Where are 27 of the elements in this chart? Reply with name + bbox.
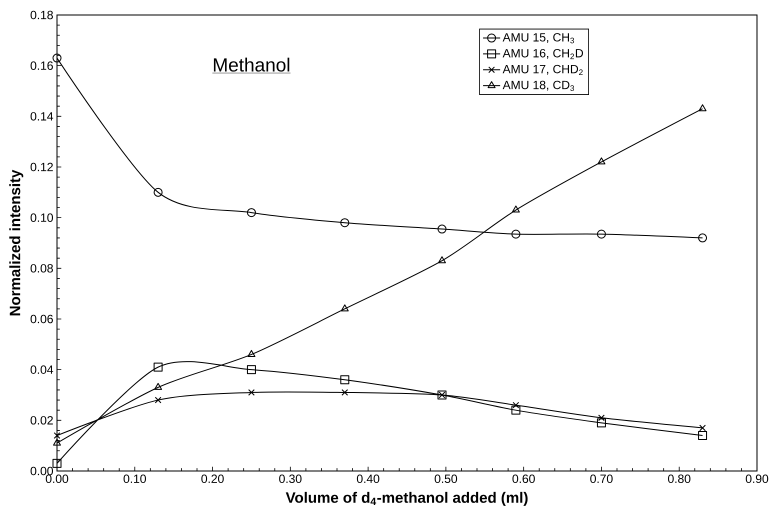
legend-label: AMU 16, CH$_{2}$D xyxy=(502,48,584,60)
x-axis-title: Volume of d$_{4}$-methanol added (ml) xyxy=(286,492,528,506)
legend-label: AMU 15, CH$_{3}$ xyxy=(502,33,574,44)
x-tick-label: 0.20 xyxy=(201,474,224,484)
legend-label: AMU 17, CHD$_{2}$ xyxy=(502,64,583,76)
x-tick-label: 0.10 xyxy=(124,474,146,484)
y-axis-title: Normalized intensity xyxy=(9,170,24,316)
y-tick-label: 0.06 xyxy=(30,314,53,324)
y-tick-label: 0.18 xyxy=(30,10,53,20)
x-tick-label: 0.60 xyxy=(512,474,535,484)
y-tick-label: 0.08 xyxy=(30,264,53,273)
y-tick-label: 0.04 xyxy=(30,365,54,374)
legend-label: AMU 18, CD$_{3}$ xyxy=(502,80,574,91)
x-tick-label: 0.70 xyxy=(590,474,613,484)
y-tick-label: 0.16 xyxy=(30,61,53,70)
text: Methanol xyxy=(214,58,290,72)
x-tick-label: 0.00 xyxy=(46,474,68,484)
x-tick-label: 0.30 xyxy=(279,474,302,484)
y-tick-label: 0.12 xyxy=(30,162,53,172)
y-tick-label: 0.00 xyxy=(30,466,54,476)
y-tick-label: 0.10 xyxy=(30,213,54,222)
x-tick-label: 0.90 xyxy=(746,474,768,484)
x-tick-label: 0.80 xyxy=(668,474,690,484)
x-tick-label: 0.50 xyxy=(434,474,458,484)
y-tick-label: 0.14 xyxy=(30,112,54,121)
y-tick-label: 0.02 xyxy=(30,416,53,425)
x-tick-label: 0.40 xyxy=(356,474,380,484)
